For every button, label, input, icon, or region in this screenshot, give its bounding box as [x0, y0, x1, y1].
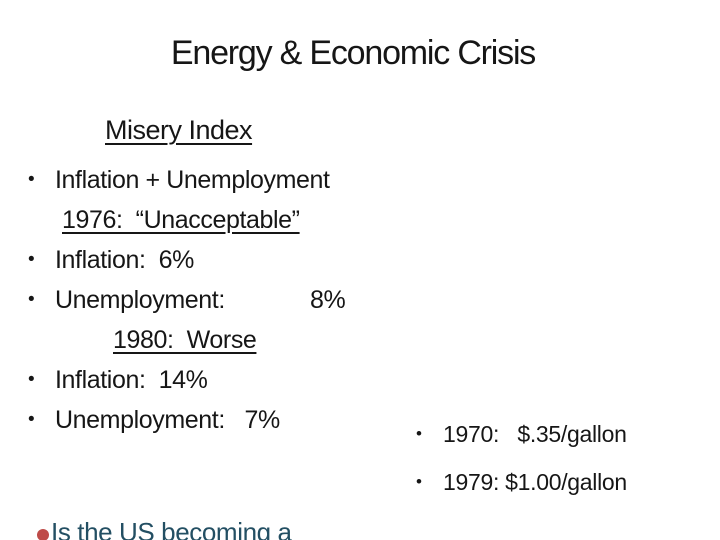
bullet-icon: •	[28, 249, 35, 270]
bullet-icon: •	[28, 169, 35, 190]
list-item-text: Inflation: 14%	[55, 365, 208, 394]
misery-index-heading: Misery Index	[105, 115, 253, 145]
list-item-text: Unemployment:	[55, 285, 225, 314]
bullet-icon: •	[28, 289, 35, 310]
question-text-block: Is the US becoming a 2nd rate power…?	[37, 450, 292, 540]
list-item: • Inflation: 6%	[28, 240, 398, 280]
question-line1-text: Is the US becoming a	[51, 517, 292, 540]
bullet-icon: •	[28, 369, 35, 390]
list-item-text: Unemployment: 7%	[55, 405, 280, 434]
list-item-text: Inflation + Unemployment	[55, 165, 330, 194]
red-bullet-icon	[37, 529, 49, 540]
list-item-text: 1980: Worse	[113, 325, 257, 354]
list-item-text: Inflation: 6%	[55, 245, 194, 274]
slide-title: Energy & Economic Crisis	[170, 34, 536, 72]
list-item: • Inflation + Unemployment	[28, 160, 398, 200]
bullet-icon: •	[28, 409, 35, 430]
misery-index-list: • Inflation + Unemployment 1976: “Unacce…	[28, 160, 398, 440]
list-item-text: 1970: $.35/gallon	[443, 420, 627, 447]
list-item: • 1970: $.35/gallon	[416, 410, 627, 458]
bullet-icon: •	[416, 472, 422, 491]
list-item: • Unemployment: 7%	[28, 400, 398, 440]
list-item: • Inflation: 14%	[28, 360, 398, 400]
list-item-text: 1979: $1.00/gallon	[443, 468, 627, 495]
question-line: Is the US becoming a	[37, 516, 292, 540]
bullet-icon: •	[416, 424, 422, 443]
gas-price-list: • 1970: $.35/gallon • 1979: $1.00/gallon	[416, 410, 627, 506]
list-item: • 1979: $1.00/gallon	[416, 458, 627, 506]
list-item-text: 1976: “Unacceptable”	[62, 205, 300, 234]
list-item: 1976: “Unacceptable”	[28, 200, 398, 240]
list-item: • Unemployment: 8%	[28, 280, 398, 320]
list-item: 1980: Worse	[28, 320, 398, 360]
list-item-value: 8%	[310, 285, 346, 314]
